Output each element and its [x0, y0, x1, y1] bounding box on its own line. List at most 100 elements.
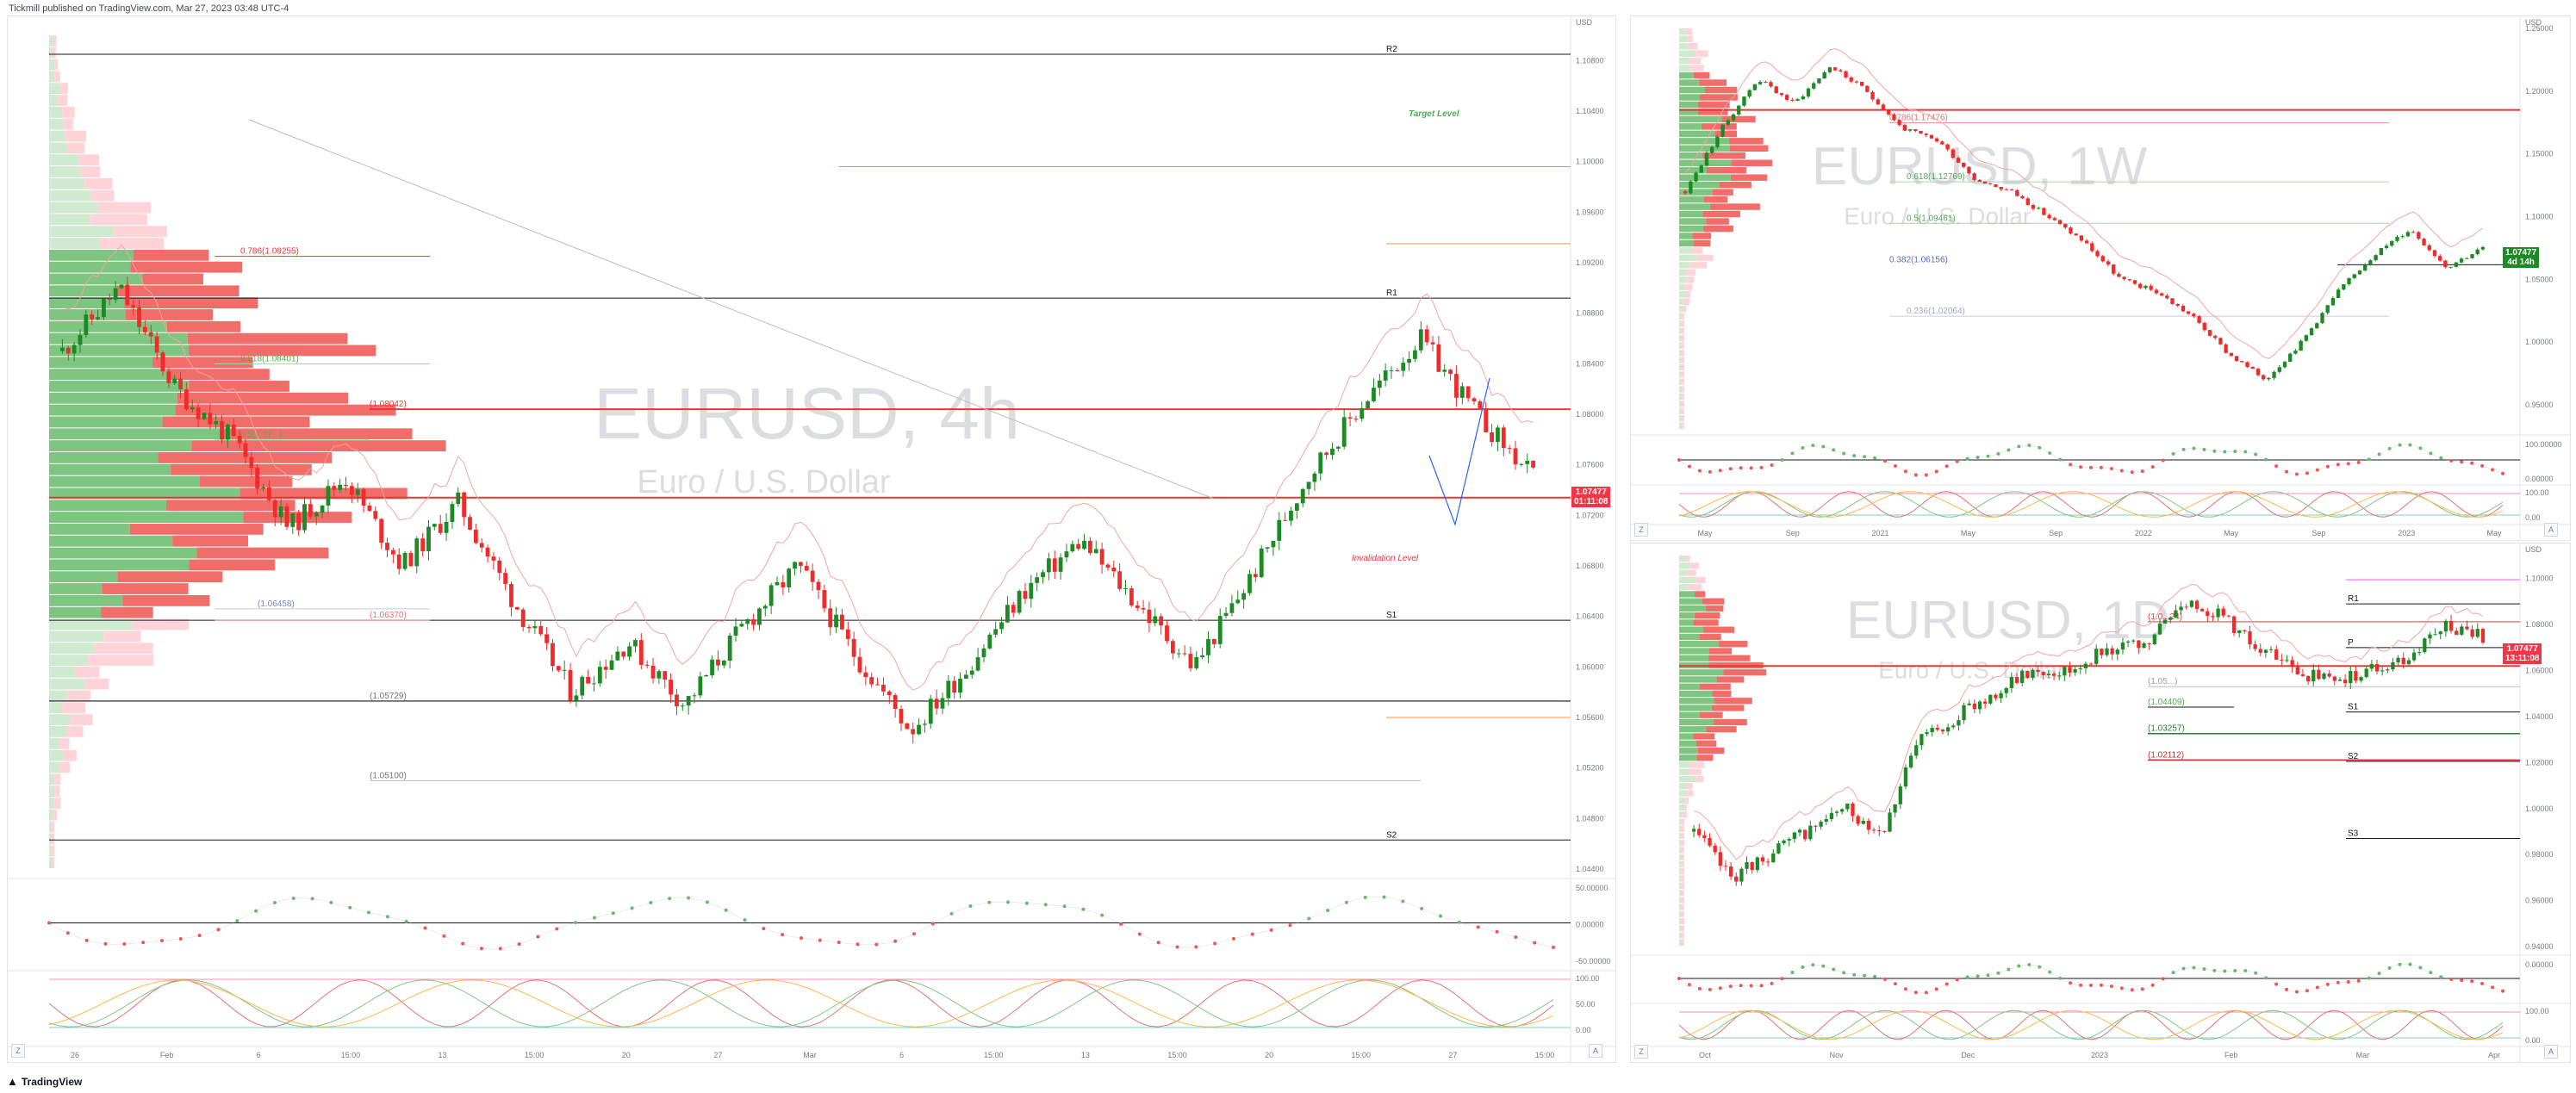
- volume-profile-bar-down: [1718, 641, 1748, 648]
- osc-point: [1081, 907, 1086, 911]
- chart-panel-1d[interactable]: EURUSD, 1D Euro / U.S. Dollar R1 (1.0...24)…: [1630, 543, 2571, 1063]
- volume-profile-bar-down: [1686, 783, 1693, 790]
- time-axis-label: Dec: [1961, 1051, 1976, 1059]
- volume-profile-bar-up: [1679, 576, 1696, 584]
- volume-profile-bar-down: [1683, 804, 1687, 811]
- candle-body: [2337, 679, 2343, 681]
- osc-point: [1687, 983, 1691, 987]
- candle-body: [402, 552, 408, 569]
- candle-body: [721, 660, 726, 666]
- osc-point: [1495, 929, 1499, 934]
- candle-body: [1170, 641, 1175, 654]
- osc-point: [159, 939, 164, 943]
- candle-body: [1907, 129, 1913, 131]
- volume-profile-bar-down: [1714, 130, 1738, 138]
- candle-body: [1919, 131, 1923, 134]
- candle-body: [1478, 401, 1483, 409]
- candle-body: [1465, 386, 1471, 399]
- volume-profile-bar-up: [1679, 123, 1702, 130]
- candle-body: [2336, 289, 2341, 299]
- price-axis-label: 1.07200: [1576, 511, 1604, 519]
- candle-body: [2095, 251, 2100, 257]
- candle-body: [2438, 256, 2442, 261]
- candle-body: [1951, 149, 1955, 158]
- osc-point: [1552, 945, 1555, 949]
- candle-body: [2438, 631, 2442, 635]
- osc-point: [1976, 974, 1980, 978]
- volume-profile-bar-down: [1716, 676, 1745, 683]
- zoom-toggle-1w[interactable]: Z: [1634, 523, 1648, 537]
- chart-panel-4h[interactable]: EURUSD, 4h Euro / U.S. Dollar R2 R1 0.786(1.…: [7, 16, 1616, 1063]
- volume-profile-bar-up: [1679, 648, 1710, 655]
- price-axis-label: 1.06000: [2525, 667, 2554, 675]
- price-axis-label: 1.10800: [1576, 56, 1604, 65]
- candle-body: [1029, 582, 1034, 599]
- volume-profile-bar-up: [49, 166, 81, 177]
- volume-profile-bar-up: [1679, 875, 1682, 882]
- candle-body: [208, 413, 213, 425]
- volume-profile-bar-up: [49, 106, 63, 118]
- candle-body: [526, 626, 532, 629]
- candle-body: [1849, 77, 1853, 82]
- candle-body: [2295, 667, 2299, 674]
- oscillator-line: [1678, 444, 2504, 476]
- volume-profile-bar-up: [1679, 854, 1683, 860]
- osc-point: [1708, 987, 1712, 991]
- osc-point: [1790, 970, 1795, 974]
- candle-body: [1827, 67, 1832, 72]
- candle-body: [787, 568, 792, 587]
- candle-body: [2025, 670, 2030, 679]
- osc-point: [1852, 454, 1857, 458]
- chart-panel-1w[interactable]: EURUSD, 1W Euro / U.S. Dollar 0.786(1.1747…: [1630, 16, 2571, 541]
- volume-profile-bar-down: [1683, 298, 1689, 305]
- volume-profile-bar-down: [1702, 210, 1740, 218]
- price-tag-1w: 1.07477 4d 14h: [2503, 247, 2540, 268]
- volume-profile-bar-down: [84, 678, 109, 690]
- auto-scale-1w[interactable]: A: [2544, 523, 2558, 537]
- price-tag-1d: 1.07477 13:11:08: [2503, 643, 2542, 664]
- osc-point: [1457, 920, 1461, 924]
- candle-body: [1994, 184, 1998, 188]
- candle-body: [2211, 616, 2215, 618]
- candle-body: [2004, 189, 2009, 190]
- osc-point: [84, 938, 89, 942]
- volume-profile-bar-down: [1697, 101, 1730, 109]
- auto-scale-1d[interactable]: A: [2544, 1045, 2558, 1059]
- candle-body: [1871, 829, 1876, 831]
- volume-profile-bar-up: [49, 773, 54, 786]
- volume-profile-bar-up: [1679, 775, 1695, 783]
- chart-4h-svg[interactable]: EURUSD, 4h Euro / U.S. Dollar R2 R1 0.786(1.…: [8, 16, 1615, 1062]
- candle-body: [810, 570, 815, 582]
- volume-profile-bar-up: [1679, 897, 1682, 904]
- auto-scale-4h[interactable]: A: [1589, 1044, 1602, 1058]
- osc-point: [141, 941, 146, 945]
- volume-profile-bar-up: [1679, 218, 1707, 225]
- candle-body: [1742, 96, 1746, 106]
- candle-body: [1324, 452, 1329, 456]
- volume-profile-bar-down: [188, 345, 376, 357]
- candle-body: [2465, 626, 2469, 630]
- candle-body: [1920, 734, 1924, 746]
- candle-body: [2105, 648, 2109, 655]
- osc-point: [1439, 914, 1443, 918]
- candle-body: [1856, 816, 1860, 824]
- volume-profile-bar-up: [1679, 71, 1695, 79]
- candle-body: [2401, 657, 2405, 665]
- candle-body: [479, 543, 484, 548]
- chart-1w-svg[interactable]: EURUSD, 1W Euro / U.S. Dollar 0.786(1.1747…: [1631, 16, 2570, 540]
- candle-body: [278, 506, 283, 518]
- volume-profile-bar-up: [49, 618, 133, 630]
- price-axis-label: 1.06000: [1576, 662, 1604, 671]
- volume-profile-bar-down: [1682, 889, 1684, 897]
- volume-profile-bar-up: [49, 643, 95, 655]
- tradingview-logo[interactable]: ▲ TradingView: [7, 1075, 82, 1088]
- candle-body: [1887, 109, 1891, 115]
- candle-body: [1330, 448, 1335, 456]
- volume-profile-bar-down: [1695, 576, 1706, 584]
- volume-profile-bar-up: [49, 833, 52, 845]
- zoom-toggle-1d[interactable]: Z: [1634, 1045, 1648, 1059]
- zoom-toggle-4h[interactable]: Z: [11, 1044, 25, 1058]
- price-tag-1w-countdown: 4d 14h: [2507, 258, 2535, 267]
- candle-body: [2454, 262, 2459, 267]
